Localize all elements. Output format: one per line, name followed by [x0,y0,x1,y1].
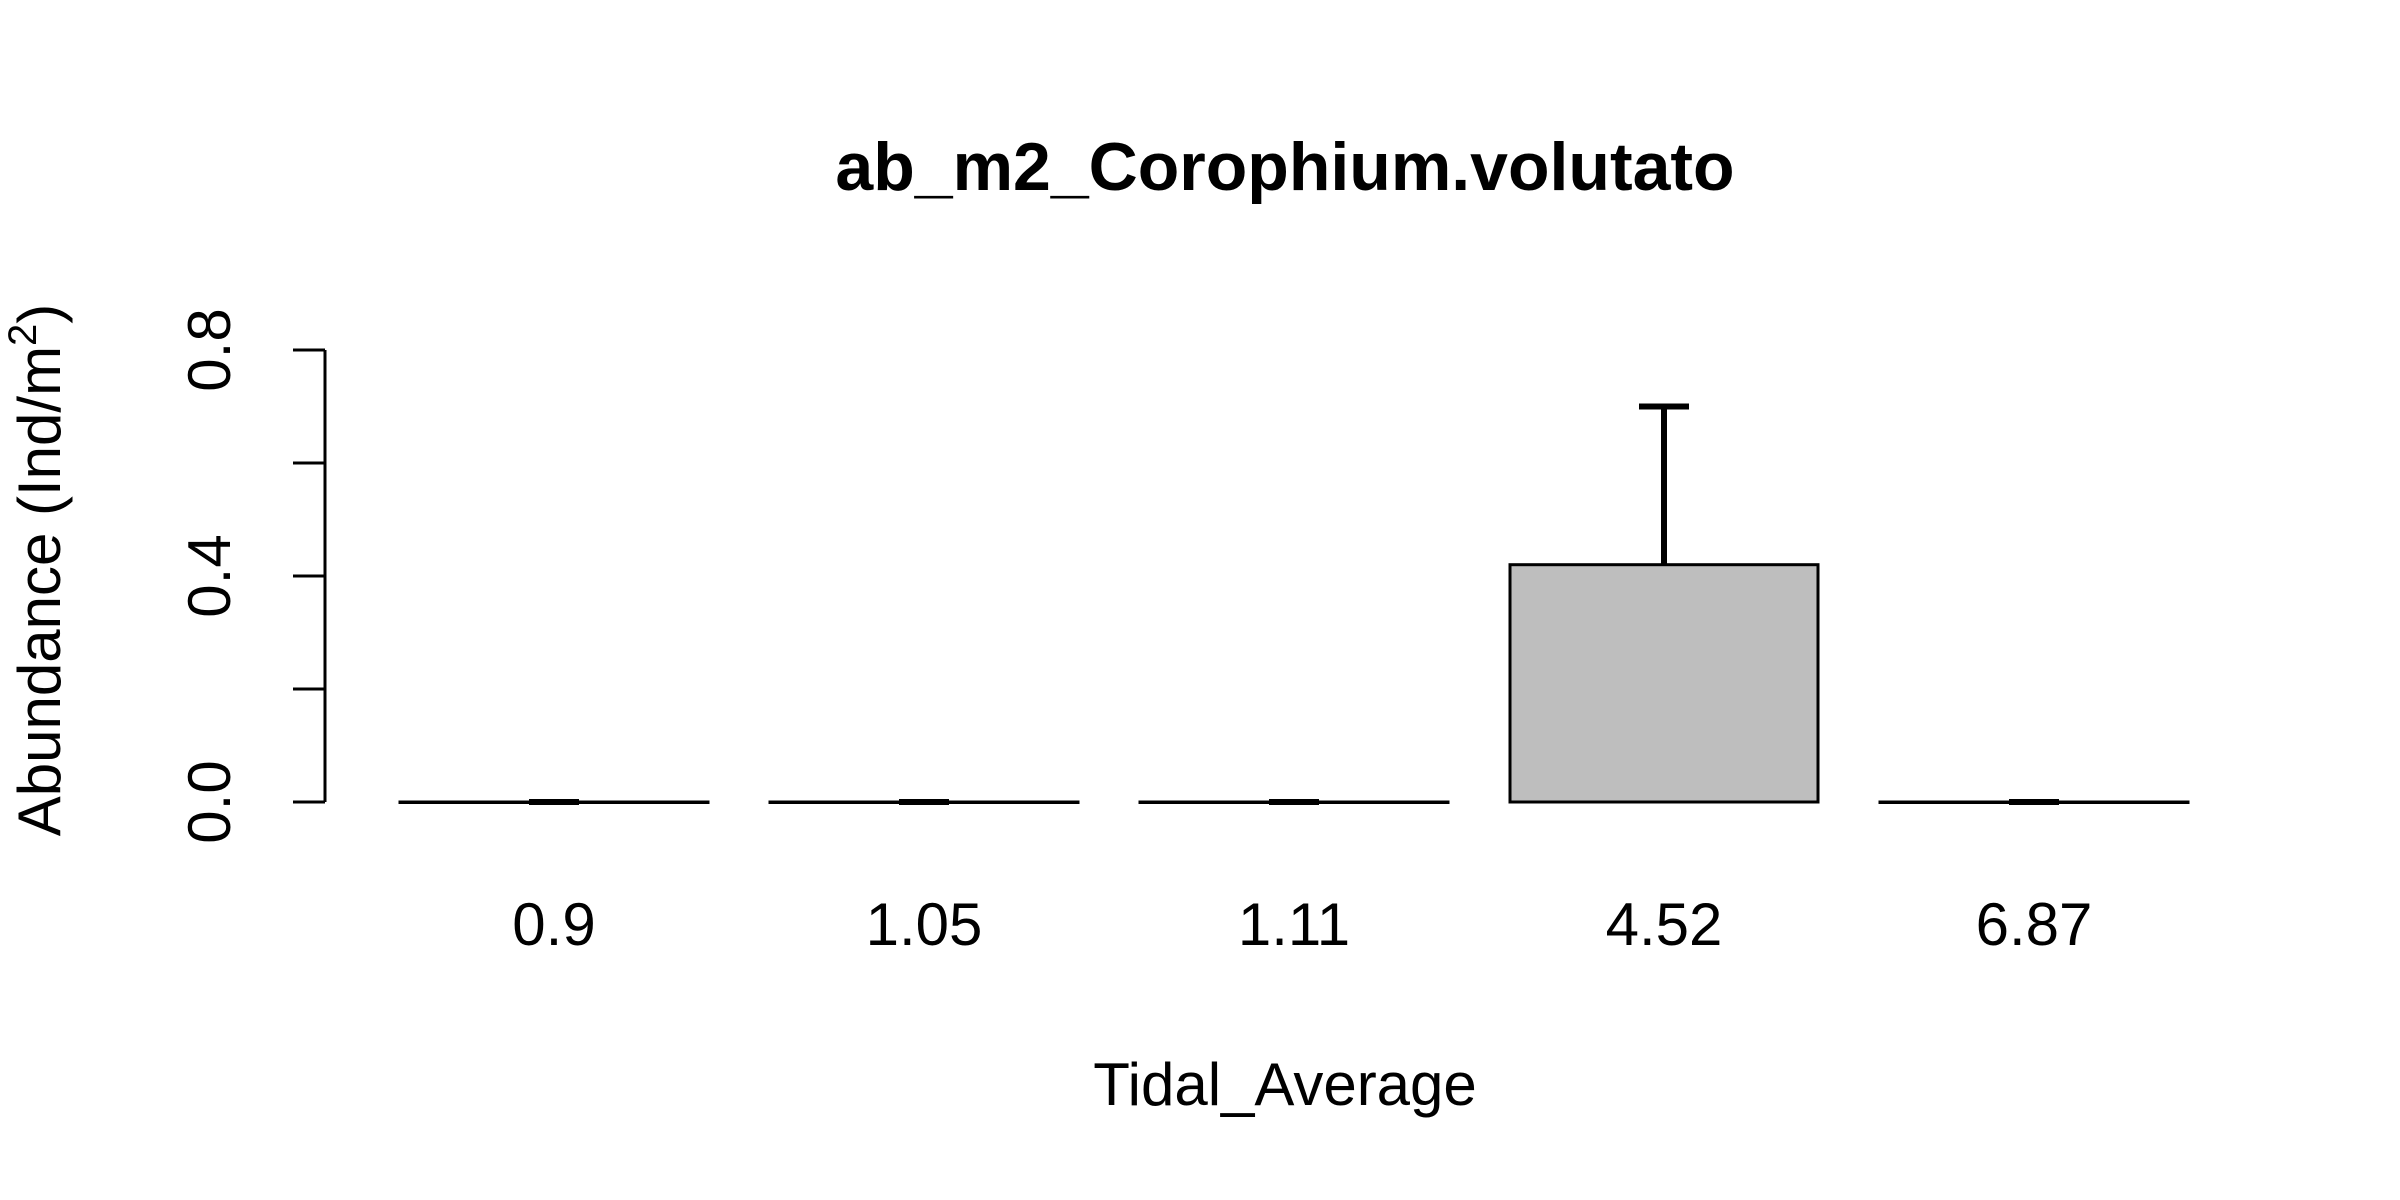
y-tick-label: 0.8 [176,308,243,391]
y-axis: 0.0 0.4 0.8 [176,308,327,844]
x-tick-label: 1.11 [1238,891,1350,958]
y-axis-label: Abundance (Ind/m2) [1,304,73,837]
y-ticks: 0.0 0.4 0.8 [176,308,325,844]
chart-title: ab_m2_Corophium.volutato [835,129,1734,205]
y-tick-label: 0.4 [176,534,243,617]
bars [398,403,2190,805]
x-tick-label: 6.87 [1976,891,2093,958]
x-tick-label: 4.52 [1606,891,1723,958]
x-tick-labels: 0.9 1.05 1.11 4.52 6.87 [512,891,2092,958]
y-tick-label: 0.0 [176,760,243,843]
x-axis-label: Tidal_Average [1093,1051,1477,1118]
x-tick-label: 1.05 [866,891,983,958]
x-tick-label: 0.9 [512,891,595,958]
bar [1508,563,1820,804]
